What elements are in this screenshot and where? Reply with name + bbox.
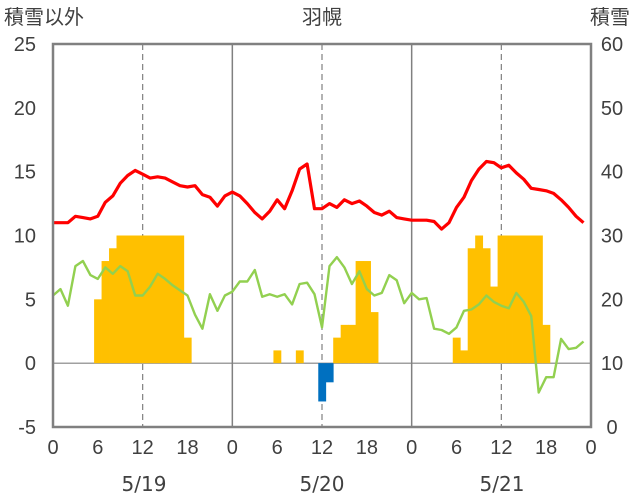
snow-bar (168, 235, 177, 364)
left-axis-label: 積雪以外 (4, 6, 84, 29)
x-tick-label: 18 (535, 437, 557, 459)
x-tick-label: 0 (406, 437, 417, 459)
snow-bar (497, 235, 506, 364)
snow-bar (520, 235, 528, 364)
snow-bar (452, 337, 461, 364)
snow-bar (512, 235, 521, 364)
snow-bar (534, 235, 543, 364)
snow-bar (176, 235, 185, 364)
x-tick-label: 0 (585, 437, 596, 459)
right-tick-label: 10 (601, 353, 623, 375)
snow-bar (542, 324, 551, 364)
left-tick-label: -5 (18, 417, 36, 439)
snow-bar (273, 350, 282, 364)
snow-bar (325, 363, 334, 383)
x-tick-label: 0 (227, 437, 238, 459)
snow-bar (475, 235, 484, 364)
right-axis-label: 積雪 (590, 6, 630, 29)
snow-bar (153, 235, 162, 364)
snow-bar (467, 248, 476, 364)
right-tick-label: 40 (601, 162, 623, 184)
x-tick-label: 6 (92, 437, 103, 459)
x-tick-label: 12 (490, 437, 512, 459)
x-tick-label: 12 (311, 437, 333, 459)
snow-bar (109, 248, 117, 364)
date-label-1: 5/19 (122, 472, 167, 496)
right-tick-label: 20 (601, 289, 623, 311)
left-tick-label: 20 (14, 98, 36, 120)
snow-bar (333, 337, 342, 364)
left-tick-label: 5 (25, 289, 36, 311)
snow-bar (460, 350, 469, 364)
right-tick-label: 0 (606, 417, 617, 439)
x-tick-label: 18 (176, 437, 198, 459)
red-series-line (53, 159, 585, 231)
snow-bar (146, 235, 155, 364)
right-tick-label: 50 (601, 98, 623, 120)
chart-title: 羽幌 (302, 6, 342, 29)
x-tick-label: 0 (47, 437, 58, 459)
snow-bar (318, 363, 327, 402)
snow-bar (348, 324, 357, 364)
left-tick-label: 0 (25, 353, 36, 375)
snow-bar (363, 261, 371, 364)
tick-labels: -5 0 5 10 15 20 25 0 10 20 30 40 50 60 0 6 12 18 0 6 12 18 0 6 1… (14, 34, 623, 459)
x-tick-label: 6 (451, 437, 462, 459)
left-tick-label: 10 (14, 226, 36, 248)
snow-bar (505, 235, 513, 364)
snow-bar (340, 324, 349, 364)
snow-bar (116, 235, 125, 364)
snow-bars (94, 235, 551, 402)
snow-bar (482, 248, 491, 364)
snow-bar (370, 312, 379, 364)
x-tick-label: 12 (132, 437, 154, 459)
snow-bar (94, 299, 102, 364)
snow-bar (123, 235, 132, 364)
snow-bar (101, 261, 110, 364)
snow-bar (138, 235, 147, 364)
snow-bar (295, 350, 304, 364)
right-tick-label: 30 (601, 226, 623, 248)
snow-bar (490, 286, 498, 364)
date-label-2: 5/20 (300, 472, 345, 496)
snow-bar (161, 235, 170, 364)
snow-bar (183, 337, 192, 364)
left-tick-label: 15 (14, 162, 36, 184)
series-lines (52, 159, 585, 394)
x-tick-label: 18 (356, 437, 378, 459)
left-tick-label: 25 (14, 34, 36, 56)
right-tick-label: 60 (601, 34, 623, 56)
snow-bar (355, 261, 364, 364)
snow-bar (527, 235, 536, 364)
plot-frame (51, 42, 593, 429)
date-label-3: 5/21 (480, 472, 525, 496)
snow-bar (131, 235, 140, 364)
x-tick-label: 6 (272, 437, 283, 459)
green-series-line (52, 256, 585, 394)
